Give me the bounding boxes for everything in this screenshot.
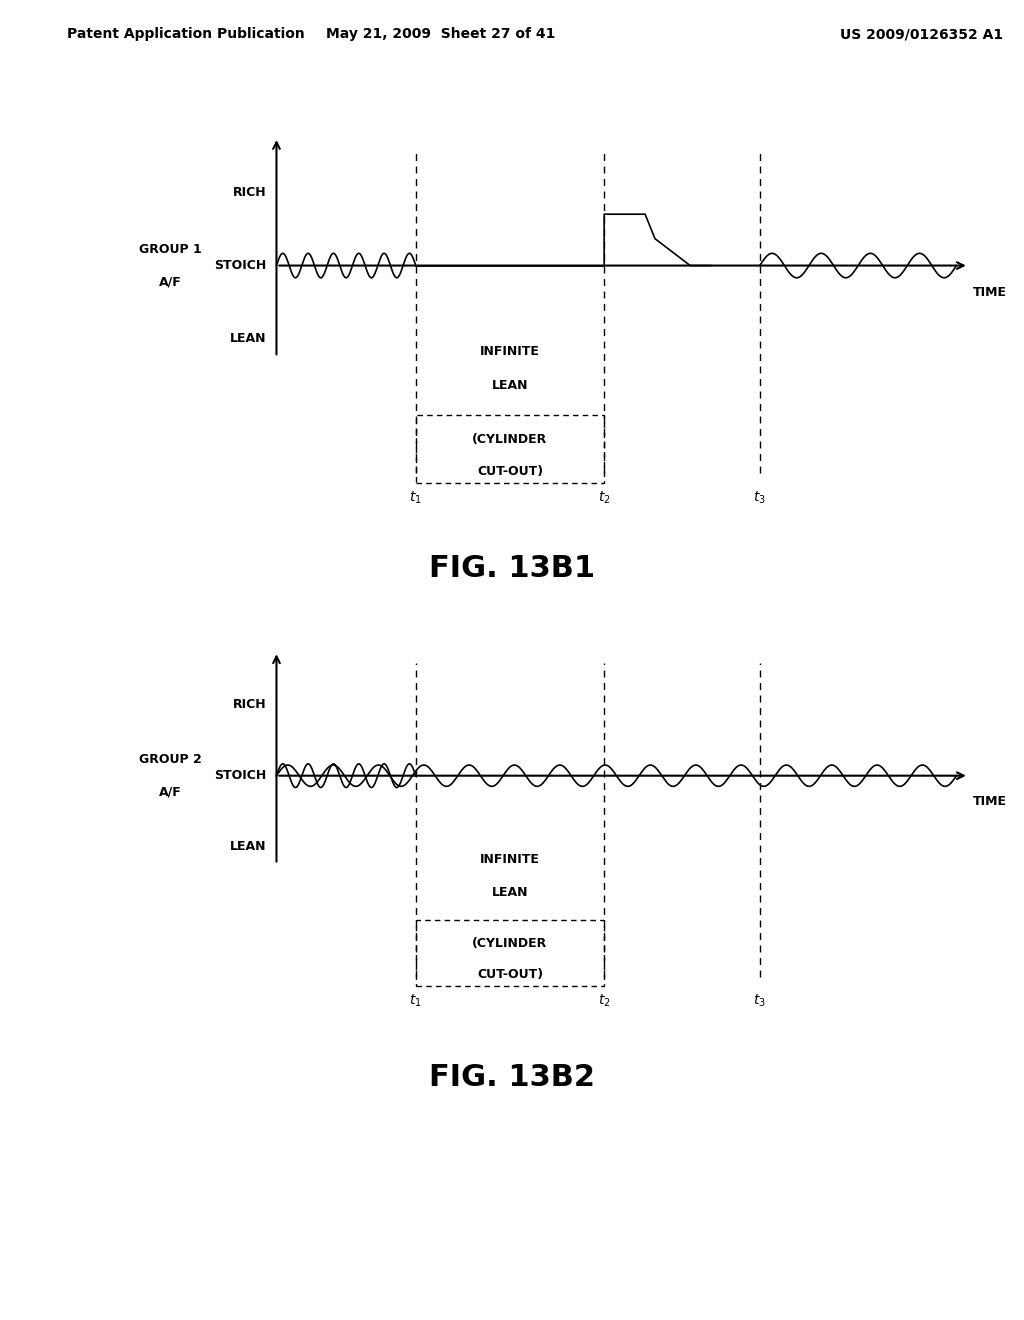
Text: FIG. 13B2: FIG. 13B2 (429, 1063, 595, 1092)
Text: LEAN: LEAN (230, 841, 266, 853)
Text: TIME: TIME (973, 286, 1007, 298)
Text: LEAN: LEAN (492, 379, 528, 392)
Text: LEAN: LEAN (230, 333, 266, 346)
Text: May 21, 2009  Sheet 27 of 41: May 21, 2009 Sheet 27 of 41 (326, 28, 555, 41)
Text: RICH: RICH (233, 186, 266, 199)
Text: A/F: A/F (159, 785, 181, 799)
Text: TIME: TIME (973, 795, 1007, 808)
Text: STOICH: STOICH (214, 770, 266, 783)
Text: $t_3$: $t_3$ (754, 490, 766, 506)
Text: (CYLINDER: (CYLINDER (472, 937, 548, 950)
Text: INFINITE: INFINITE (480, 853, 540, 866)
Text: CUT-OUT): CUT-OUT) (477, 465, 543, 478)
Text: GROUP 1: GROUP 1 (138, 243, 202, 256)
Text: GROUP 2: GROUP 2 (138, 754, 202, 766)
Text: CUT-OUT): CUT-OUT) (477, 968, 543, 981)
Text: US 2009/0126352 A1: US 2009/0126352 A1 (840, 28, 1002, 41)
Text: INFINITE: INFINITE (480, 345, 540, 358)
Text: FIG. 13B1: FIG. 13B1 (429, 554, 595, 583)
Text: $t_3$: $t_3$ (754, 993, 766, 1008)
Text: A/F: A/F (159, 276, 181, 288)
Text: (CYLINDER: (CYLINDER (472, 433, 548, 446)
Text: Patent Application Publication: Patent Application Publication (67, 28, 304, 41)
Text: $t_2$: $t_2$ (598, 490, 610, 506)
Text: STOICH: STOICH (214, 259, 266, 272)
Text: LEAN: LEAN (492, 886, 528, 899)
Text: RICH: RICH (233, 698, 266, 711)
Bar (416, 920, 604, 986)
Bar (416, 414, 604, 483)
Text: $t_2$: $t_2$ (598, 993, 610, 1008)
Text: $t_1$: $t_1$ (410, 490, 422, 506)
Text: $t_1$: $t_1$ (410, 993, 422, 1008)
